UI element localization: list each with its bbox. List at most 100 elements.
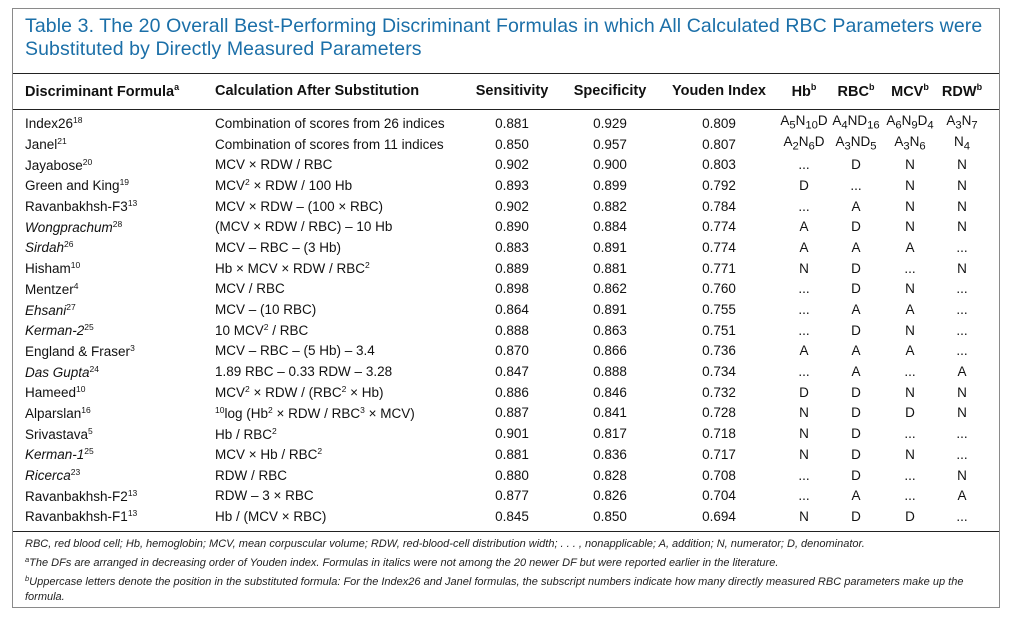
hb-position-cell: A2N6D (783, 133, 825, 153)
sensitivity-cell: 0.881 (495, 446, 529, 462)
hb-position-cell: A (799, 239, 809, 255)
reference-number: 13 (127, 487, 138, 498)
youden-cell: 0.807 (702, 136, 736, 152)
youden-cell: 0.736 (702, 343, 736, 359)
specificity-cell: 0.866 (593, 343, 627, 359)
hb-position-cell: A (799, 219, 809, 235)
rbc-position-cell: D (851, 446, 861, 462)
footnote-a: aThe DFs are arranged in decreasing orde… (25, 555, 779, 569)
rdw-position-cell: N4 (953, 133, 970, 153)
mcv-position-cell: ... (904, 488, 916, 504)
rdw-position-cell: ... (956, 446, 968, 462)
rdw-position-cell: ... (956, 239, 968, 255)
reference-number: 10 (76, 384, 86, 395)
formula-name-cell: Index2618 (25, 108, 215, 134)
hb-position-cell: N (799, 446, 809, 462)
mcv-position-cell: A (905, 343, 915, 359)
specificity-cell: 0.826 (593, 488, 627, 504)
reference-number: 16 (81, 404, 91, 415)
reference-number: 21 (57, 136, 67, 147)
formula-name-cell: Das Gupta24 (25, 361, 215, 382)
youden-cell: 0.694 (702, 508, 736, 524)
sensitivity-cell: 0.898 (495, 281, 529, 297)
rdw-position-cell: N (957, 219, 967, 235)
rbc-position-cell: A (851, 302, 861, 318)
specificity-cell: 0.850 (593, 508, 627, 524)
formula-name: England & Fraser (25, 343, 131, 359)
reference-number: 19 (119, 177, 130, 188)
calculation-cell: MCV × Hb / RBC2 (215, 446, 323, 463)
rdw-position-cell: N (957, 260, 967, 276)
specificity-cell: 0.881 (593, 260, 627, 276)
specificity-cell: 0.888 (593, 364, 627, 380)
formula-name: Green and King (25, 178, 120, 194)
rdw-position-cell: A3N7 (946, 113, 978, 132)
formula-name: Srivastava (25, 426, 89, 442)
youden-cell: 0.704 (702, 488, 736, 504)
col-header-youden: Youden Index (672, 83, 766, 99)
rbc-position-cell: D (851, 281, 861, 297)
rdw-position-cell: N (957, 467, 967, 483)
sensitivity-cell: 0.901 (495, 426, 529, 442)
hb-position-cell: ... (798, 281, 810, 297)
sensitivity-cell: 0.883 (495, 239, 529, 255)
rdw-position-cell: ... (956, 426, 968, 442)
table-row: Index2618 Combination of scores from 26 i… (25, 108, 987, 134)
mcv-position-cell: ... (904, 364, 916, 380)
formula-name: Mentzer (25, 281, 74, 297)
rbc-position-cell: D (851, 322, 861, 338)
specificity-cell: 0.957 (593, 136, 627, 152)
reference-number: 18 (73, 115, 83, 126)
hb-position-cell: D (799, 384, 809, 400)
hb-position-cell: ... (798, 157, 810, 173)
rbc-position-cell: ... (850, 177, 862, 193)
formula-name: Wongprachum (25, 219, 113, 235)
header-row: Discriminant Formulaa Calculation After … (25, 74, 987, 108)
rdw-position-cell: A (957, 488, 967, 504)
specificity-cell: 0.841 (593, 405, 627, 421)
rbc-position-cell: D (851, 405, 861, 421)
formula-name: Hameed (25, 385, 77, 401)
rdw-position-cell: N (957, 405, 967, 421)
footer-rule (13, 531, 999, 532)
rbc-position-cell: D (851, 508, 861, 524)
formula-name-cell: Mentzer4 (25, 279, 215, 300)
reference-number: 5 (88, 425, 93, 436)
reference-number: 26 (64, 239, 74, 250)
rdw-position-cell: N (957, 157, 967, 173)
youden-cell: 0.728 (702, 405, 736, 421)
calculation-cell: (MCV × RDW / RBC) – 10 Hb (215, 219, 393, 235)
table-row: England & Fraser3 MCV – RBC – (5 Hb) – 3.… (25, 341, 987, 362)
rbc-position-cell: D (851, 219, 861, 235)
table-row: Hameed10 MCV2 × RDW / (RBC2 × Hb) 0.886 0.8… (25, 382, 987, 403)
formula-name-cell: England & Fraser3 (25, 341, 215, 362)
youden-cell: 0.803 (702, 157, 736, 173)
specificity-cell: 0.817 (593, 426, 627, 442)
calculation-cell: MCV2 × RDW / (RBC2 × Hb) (215, 384, 384, 401)
formula-name-cell: Ehsani27 (25, 299, 215, 320)
calculation-cell: 10log (Hb2 × RDW / RBC3 × MCV) (215, 404, 415, 421)
calculation-cell: Hb / RBC2 (215, 425, 277, 442)
rbc-position-cell: D (851, 260, 861, 276)
formula-name: Ravanbakhsh-F2 (25, 488, 128, 504)
rdw-position-cell: ... (956, 302, 968, 318)
reference-number: 25 (84, 446, 94, 457)
calculation-cell: 1.89 RBC – 0.33 RDW – 3.28 (215, 364, 393, 380)
formula-name: Janel (25, 137, 58, 153)
hb-position-cell: N (799, 260, 809, 276)
sensitivity-cell: 0.847 (495, 364, 529, 380)
sensitivity-cell: 0.850 (495, 136, 529, 152)
rbc-position-cell: D (851, 467, 861, 483)
formula-name: Kerman-2 (25, 323, 85, 339)
table-row: Ehsani27 MCV – (10 RBC) 0.864 0.891 0.755...… (25, 299, 987, 320)
formula-name-cell: Sirdah26 (25, 237, 215, 258)
specificity-cell: 0.882 (593, 198, 627, 214)
hb-position-cell: ... (798, 322, 810, 338)
mcv-position-cell: D (905, 508, 915, 524)
table-row: Kerman-225 10 MCV2 / RBC 0.888 0.863 0.751..… (25, 320, 987, 341)
data-table: Discriminant Formulaa Calculation After … (25, 74, 987, 527)
rbc-position-cell: A (851, 239, 861, 255)
formula-name: Hisham (25, 261, 71, 277)
col-header-formula: Discriminant Formulaa (25, 82, 180, 100)
footnote-abbreviations: RBC, red blood cell; Hb, hemoglobin; MCV… (25, 538, 865, 550)
